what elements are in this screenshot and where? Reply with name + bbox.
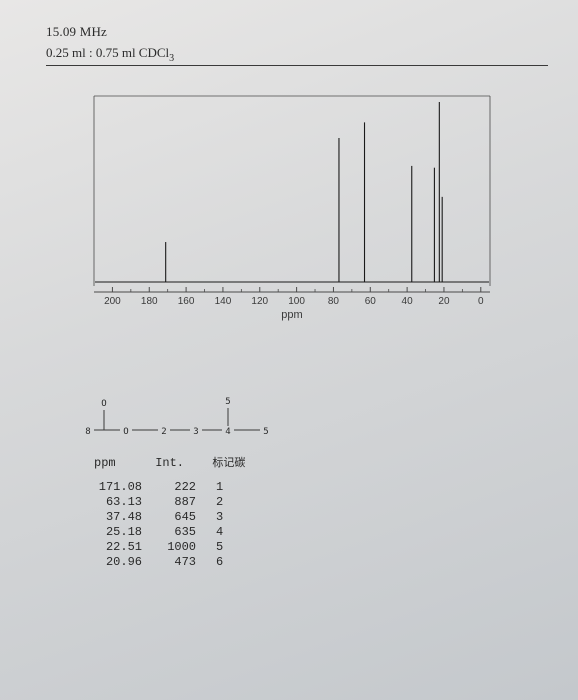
header-frequency: 15.09 MHz [46,24,548,40]
svg-text:5: 5 [225,397,230,407]
td-int: 473 [148,555,196,570]
table-header-row: ppm Int. 标记碳 [94,454,548,470]
td-mark: 6 [216,555,254,570]
peak-table: ppm Int. 标记碳 171.08222163.13887237.48645… [94,454,548,570]
header-solvent: 0.25 ml : 0.75 ml CDCl3 [46,45,174,61]
th-int: Int. [155,456,205,470]
td-int: 222 [148,480,196,495]
svg-text:100: 100 [288,296,305,307]
svg-text:80: 80 [328,296,340,307]
svg-text:120: 120 [251,296,268,307]
td-mark: 3 [216,510,254,525]
td-int: 887 [148,495,196,510]
svg-text:140: 140 [215,296,232,307]
solvent-text: 0.25 ml : 0.75 ml CDCl [46,45,169,60]
td-ppm: 37.48 [94,510,142,525]
svg-text:20: 20 [438,296,450,307]
svg-text:160: 160 [178,296,195,307]
table-row: 20.96 473 6 [94,555,548,570]
svg-text:O: O [101,399,106,409]
td-ppm: 25.18 [94,525,142,540]
structure-diagram: O 8 O 2 3 4 5 5 [78,388,308,448]
td-int: 1000 [148,540,196,555]
table-row: 22.51 1000 5 [94,540,548,555]
svg-text:O: O [123,427,128,437]
svg-text:40: 40 [402,296,414,307]
td-mark: 5 [216,540,254,555]
td-mark: 4 [216,525,254,540]
table-row: 25.18 635 4 [94,525,548,540]
table-row: 37.48 645 3 [94,510,548,525]
svg-text:2: 2 [161,427,166,437]
td-int: 645 [148,510,196,525]
th-mark: 标记碳 [212,454,245,470]
svg-text:3: 3 [193,427,198,437]
td-ppm: 63.13 [94,495,142,510]
table-row: 171.08 222 1 [94,480,548,495]
svg-text:200: 200 [104,296,121,307]
nmr-chart: 200180160140120100806040200ppm [88,94,498,334]
td-ppm: 22.51 [94,540,142,555]
td-int: 635 [148,525,196,540]
svg-text:5: 5 [263,427,268,437]
th-ppm: ppm [94,456,148,470]
td-ppm: 171.08 [94,480,142,495]
svg-text:180: 180 [141,296,158,307]
svg-text:ppm: ppm [281,309,302,321]
td-mark: 1 [216,480,254,495]
td-mark: 2 [216,495,254,510]
nmr-chart-svg: 200180160140120100806040200ppm [88,94,498,334]
table-row: 63.13 887 2 [94,495,548,510]
structure-svg: O 8 O 2 3 4 5 5 [78,388,308,448]
svg-text:60: 60 [365,296,377,307]
solvent-subscript: 3 [169,53,174,64]
svg-text:8: 8 [85,427,90,437]
svg-text:0: 0 [478,296,484,307]
header-rule [46,65,548,66]
td-ppm: 20.96 [94,555,142,570]
svg-text:4: 4 [225,427,230,437]
spectrum-page: 15.09 MHz 0.25 ml : 0.75 ml CDCl3 200180… [0,0,578,700]
table-body: 171.08222163.13887237.48645325.18635422.… [94,480,548,570]
